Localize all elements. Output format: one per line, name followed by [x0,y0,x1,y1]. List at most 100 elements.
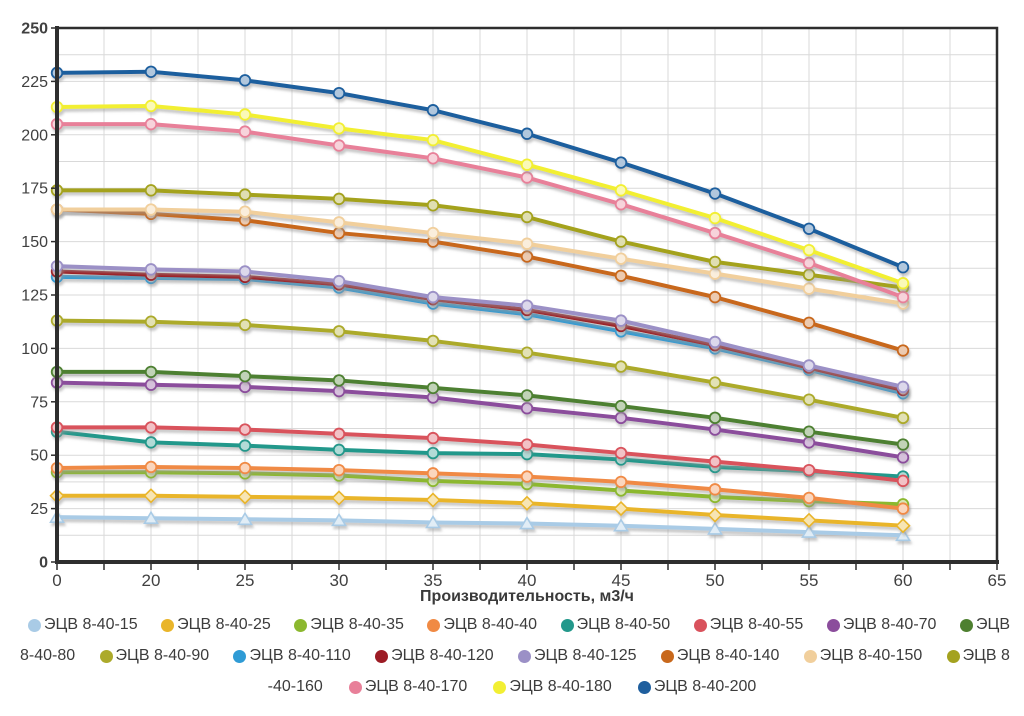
legend-marker-icon [28,618,41,632]
legend-label: ЭЦВ 8-40-70 [842,616,937,633]
legend-marker-icon [427,618,441,632]
legend-row: 8-40-80 ЭЦВ 8-40-90 ЭЦВ 8-40-110 ЭЦВ 8-40-1… [0,645,1024,667]
series-line [50,460,910,515]
legend-label: 8-40-80 [20,647,76,664]
x-tick-label: 35 [424,571,443,590]
legend-item[interactable]: ЭЦВ 8-40-110 [233,647,351,665]
axes [51,26,999,570]
legend-row: ЭЦВ 8-40-15 ЭЦВ 8-40-25 ЭЦВ 8-40-35 ЭЦВ 8-4… [0,614,1024,636]
legend-item[interactable]: ЭЦВ 8-40-50 [560,616,671,634]
legend-marker-icon [375,649,389,663]
legend-marker-icon [493,680,507,694]
legend-marker-icon [294,618,308,632]
series-line [49,509,911,542]
legend-marker-icon [693,618,707,632]
legend-marker-icon [99,649,113,663]
legend-item[interactable]: ЭЦВ 8-40-125 [518,647,637,665]
y-tick-label: 100 [21,341,48,358]
legend-item[interactable]: ЭЦВ 8 [946,647,1010,665]
legend-item[interactable]: ЭЦВ 8-40-70 [826,616,937,634]
legend-marker-icon [560,618,574,632]
legend-label: ЭЦВ 8-40-40 [443,616,538,633]
legend-marker-icon [518,649,532,663]
legend-item[interactable]: -40-160 [268,678,323,696]
legend-item[interactable]: ЭЦВ 8-40-55 [693,616,804,634]
y-tick-label: 0 [39,555,48,572]
legend-marker-icon [959,618,973,632]
series-line [50,421,910,488]
legend-item[interactable]: ЭЦВ 8-40-120 [375,647,494,665]
legend-label: ЭЦВ 8-40-120 [391,647,494,664]
series-line [50,184,910,294]
legend-item[interactable]: ЭЦВ 8-40-200 [637,678,757,696]
legend-item[interactable]: 8-40-80 [20,647,75,665]
legend-label: ЭЦВ 8-40-170 [364,678,468,695]
legend-item[interactable]: ЭЦВ 8-40-90 [99,647,210,665]
legend-marker-icon [826,618,840,632]
legend: ЭЦВ 8-40-15 ЭЦВ 8-40-25 ЭЦВ 8-40-35 ЭЦВ 8-4… [0,614,1024,707]
legend-label: ЭЦВ 8-40-15 [44,616,138,633]
x-tick-label: 65 [988,571,1007,590]
series-line [50,376,910,464]
x-tick-label: 40 [518,571,537,590]
legend-label: ЭЦВ 8-40-55 [709,616,804,633]
x-tick-label: 0 [52,571,61,590]
y-tick-label: 225 [21,74,48,91]
y-tick-label: 175 [21,181,48,198]
legend-marker-icon [660,649,674,663]
legend-label: ЭЦВ 8-40-180 [509,678,612,695]
x-tick-label: 60 [894,571,913,590]
legend-item[interactable]: ЭЦВ 8-40-25 [161,616,271,634]
series-line [50,365,910,451]
legend-item[interactable]: ЭЦВ 8-40-35 [294,616,404,634]
y-tick-label: 250 [21,21,48,38]
legend-marker-icon [637,680,651,694]
legend-label: ЭЦВ 8-40-125 [534,647,637,664]
legend-item[interactable]: ЭЦВ 8-40-170 [348,678,468,696]
x-tick-label: 25 [236,571,255,590]
series-line [50,265,910,397]
tick-labels: 0 25 50 75 100 125 150 175 200 225 250 0 20 25 30 35 40 4… [21,21,1006,591]
legend-label: ЭЦВ [975,616,1010,633]
legend-item[interactable]: ЭЦВ 8-40-40 [427,616,537,634]
y-tick-label: 125 [21,288,48,305]
legend-label: ЭЦВ 8-40-35 [310,616,404,633]
x-tick-label: 55 [800,571,819,590]
legend-marker-icon [161,618,175,632]
legend-item[interactable]: ЭЦВ 8-40-140 [660,647,780,665]
legend-label: ЭЦВ 8-40-90 [115,647,210,664]
series-line [50,259,910,394]
y-tick-label: 200 [21,127,48,144]
series-line [50,203,910,310]
legend-label: ЭЦВ 8-40-50 [576,616,671,633]
y-tick-label: 150 [21,234,48,251]
legend-item[interactable]: ЭЦВ 8-40-150 [803,647,923,665]
legend-item[interactable]: ЭЦВ 8-40-180 [493,678,612,696]
y-tick-label: 75 [30,394,48,411]
x-tick-label: 45 [612,571,631,590]
legend-label: ЭЦВ 8-40-25 [177,616,271,633]
legend-label: ЭЦВ 8-40-140 [676,647,780,664]
legend-marker-icon [348,680,362,694]
legend-item[interactable]: ЭЦВ 8-40-15 [28,616,138,634]
y-tick-label: 25 [30,501,48,518]
y-tick-label: 50 [30,448,48,465]
chart-canvas: 0 25 50 75 100 125 150 175 200 225 250 0 20 25 30 35 40 4… [21,21,1006,591]
legend-item[interactable]: ЭЦВ [959,616,1010,634]
series-line [50,65,910,274]
x-tick-label: 20 [142,571,161,590]
legend-label: ЭЦВ 8-40-110 [249,647,351,664]
series-line [50,314,910,425]
legend-marker-icon [233,649,247,663]
legend-label: ЭЦВ 8 [962,647,1010,664]
legend-row: -40-160 ЭЦВ 8-40-170 ЭЦВ 8-40-180 ЭЦВ 8-40-… [0,676,1024,698]
x-tick-label: 50 [706,571,725,590]
legend-label: ЭЦВ 8-40-150 [819,647,923,664]
legend-marker-icon [803,649,817,663]
x-tick-label: 30 [330,571,349,590]
legend-label: -40-160 [267,678,323,695]
x-axis-title: Производительность, м3/ч [420,588,634,605]
legend-marker-icon [946,649,960,663]
legend-label: ЭЦВ 8-40-200 [653,678,757,695]
